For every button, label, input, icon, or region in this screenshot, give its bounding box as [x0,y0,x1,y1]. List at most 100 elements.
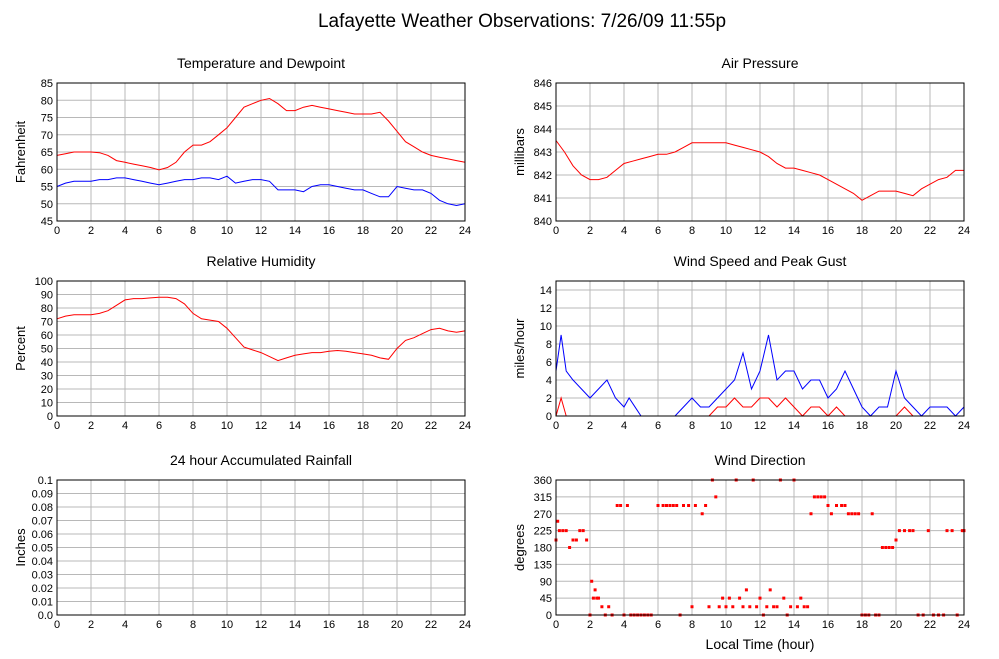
y-tick-label: 8 [546,339,552,351]
data-point [829,512,833,516]
x-tick-label: 24 [958,225,970,237]
data-point [665,504,668,507]
y-tick-label: 0.08 [32,502,53,514]
data-point [561,529,565,533]
data-point [727,596,731,600]
y-axis-label: Fahrenheit [13,121,28,184]
x-tick-label: 2 [88,420,94,432]
x-tick-label: 14 [788,420,800,432]
x-tick-label: 12 [255,420,267,432]
data-point [714,495,718,499]
x-tick-label: 0 [553,420,559,432]
rain-chart: 0 2 4 6 8 10 12 14 16 18 20 22 240.00.010.020.030.04… [13,452,471,631]
data-point [840,504,844,507]
x-tick-label: 0 [54,225,60,237]
x-tick-label: 6 [655,619,661,631]
x-tick-label: 16 [822,225,834,237]
data-point [853,512,857,516]
data-point [585,538,589,542]
data-point [765,605,769,609]
y-tick-label: 0.09 [32,489,53,501]
y-tick-label: 270 [534,509,552,521]
data-point [908,529,912,533]
chart-title: Temperature and Dewpoint [177,55,345,71]
x-tick-label: 18 [856,420,868,432]
x-tick-label: 6 [156,420,162,432]
y-tick-label: 40 [41,357,53,369]
data-point [593,588,597,592]
y-tick-label: 846 [534,78,552,90]
data-point [619,504,623,507]
data-point [564,529,568,533]
y-axis-label: Inches [13,528,28,567]
data-point [687,504,691,507]
y-tick-label: 50 [41,344,53,356]
data-point [578,529,582,533]
data-point [661,504,665,507]
data-point [812,495,816,499]
x-axis-label: Local Time (hour) [706,636,815,652]
x-tick-label: 16 [323,420,335,432]
series-line-1 [56,175,466,207]
data-point [870,512,874,516]
chart-title: Wind Direction [714,452,805,468]
y-tick-label: 315 [534,492,552,504]
y-axis-label: Percent [13,326,28,371]
y-tick-label: 50 [41,199,53,211]
x-tick-label: 16 [822,420,834,432]
data-point [690,605,694,609]
plot-frame [56,479,466,616]
x-tick-label: 12 [255,619,267,631]
x-tick-label: 24 [958,420,970,432]
x-tick-label: 20 [890,619,902,631]
x-tick-label: 8 [190,420,196,432]
data-point [707,605,711,609]
data-point [668,504,672,507]
data-point [700,512,704,516]
x-tick-label: 18 [357,420,369,432]
x-tick-label: 8 [190,619,196,631]
y-tick-label: 0.01 [32,597,53,609]
x-tick-label: 8 [190,225,196,237]
y-tick-label: 20 [41,384,53,396]
data-point [568,546,572,549]
data-point [880,546,884,549]
data-point [926,529,930,533]
x-tick-label: 22 [425,619,437,631]
y-tick-label: 845 [534,101,552,113]
data-point [826,504,830,507]
data-point [960,529,964,533]
data-point [775,605,779,609]
data-point [682,504,685,507]
plot-frame [56,82,466,222]
y-tick-label: 14 [540,285,552,297]
x-tick-label: 18 [357,619,369,631]
data-point [607,605,611,609]
data-point [590,579,594,583]
y-tick-label: 12 [540,303,552,315]
x-tick-label: 6 [655,420,661,432]
x-tick-label: 4 [621,420,627,432]
y-axis-label: degrees [512,524,527,571]
data-point [671,504,675,507]
y-tick-label: 60 [41,330,53,342]
x-tick-label: 18 [856,619,868,631]
y-tick-label: 0 [47,411,53,423]
data-point [591,596,595,600]
x-tick-label: 4 [621,225,627,237]
y-tick-label: 180 [534,543,552,555]
x-tick-label: 2 [587,420,593,432]
data-point [782,596,786,600]
y-tick-label: 90 [41,290,53,302]
x-tick-label: 10 [720,225,732,237]
data-point [884,546,888,549]
data-point [675,504,679,507]
data-point [835,504,838,507]
x-tick-label: 6 [156,225,162,237]
temp-chart: 0 2 4 6 8 10 12 14 16 18 20 22 24455055606570758085T… [13,55,471,237]
data-point [789,605,793,609]
data-point [717,605,721,609]
x-tick-label: 10 [720,619,732,631]
y-tick-label: 0.0 [38,610,53,622]
